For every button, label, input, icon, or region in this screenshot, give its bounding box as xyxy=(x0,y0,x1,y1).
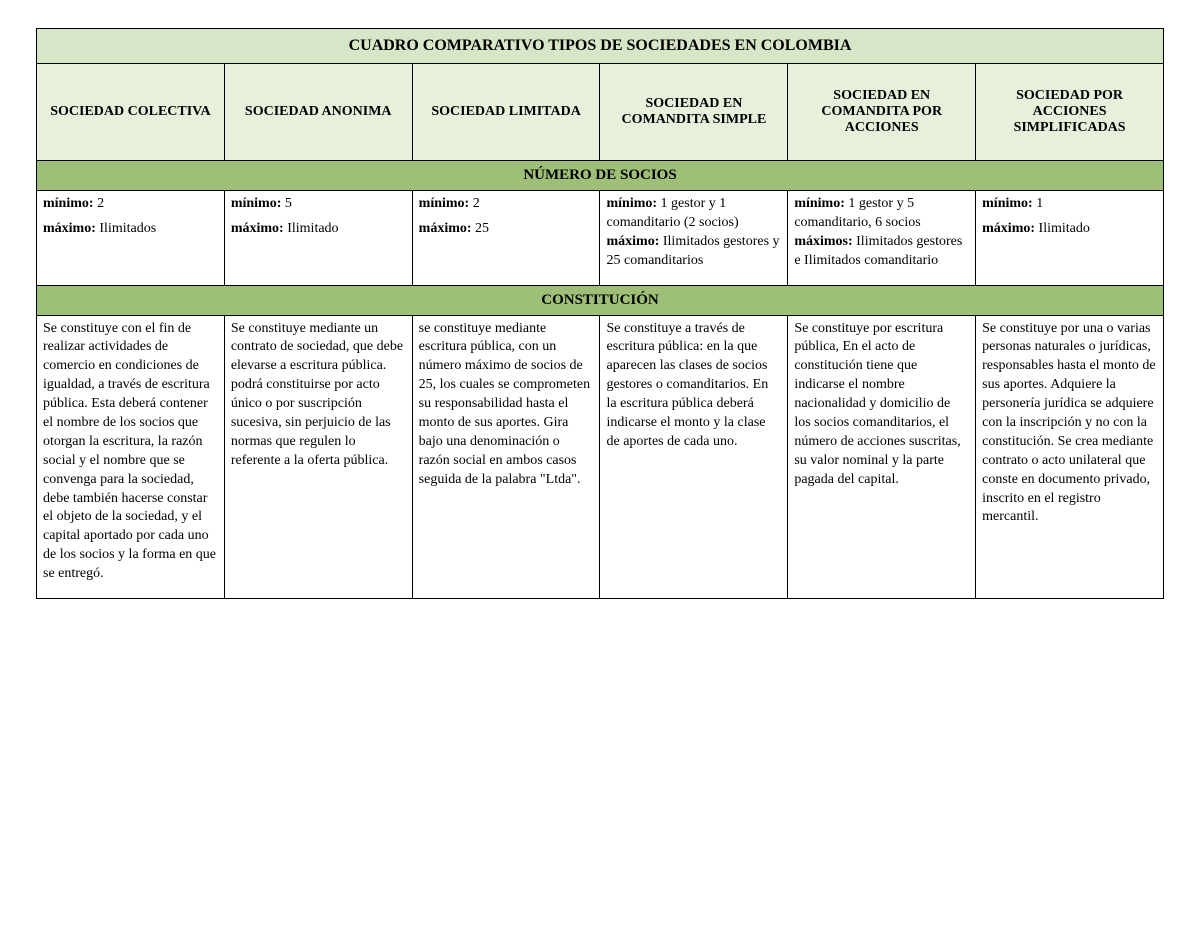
col-header: SOCIEDAD ANONIMA xyxy=(224,64,412,161)
col-header: SOCIEDAD COLECTIVA xyxy=(37,64,225,161)
socios-cell: mínimo: 1 máximo: Ilimitado xyxy=(976,191,1164,286)
socios-cell: mínimo: 1 gestor y 5 comanditario, 6 soc… xyxy=(788,191,976,286)
min-val: 2 xyxy=(473,196,480,211)
constitucion-cell: Se constituye mediante un contrato de so… xyxy=(224,315,412,598)
min-label: mínimo: xyxy=(606,196,657,211)
col-header: SOCIEDAD LIMITADA xyxy=(412,64,600,161)
column-header-row: SOCIEDAD COLECTIVA SOCIEDAD ANONIMA SOCI… xyxy=(37,64,1164,161)
section-socios-header: NÚMERO DE SOCIOS xyxy=(37,161,1164,191)
title-row: CUADRO COMPARATIVO TIPOS DE SOCIEDADES E… xyxy=(37,29,1164,64)
min-label: mínimo: xyxy=(231,196,282,211)
min-val: 1 xyxy=(1036,196,1043,211)
constitucion-row: Se constituye con el fin de realizar act… xyxy=(37,315,1164,598)
socios-cell: mínimo: 1 gestor y 1 comanditario (2 soc… xyxy=(600,191,788,286)
max-val: Ilimitado xyxy=(1039,221,1090,236)
section-constitucion-header: CONSTITUCIÓN xyxy=(37,285,1164,315)
constitucion-cell: Se constituye con el fin de realizar act… xyxy=(37,315,225,598)
constitucion-cell: Se constituye a través de escritura públ… xyxy=(600,315,788,598)
min-label: mínimo: xyxy=(982,196,1033,211)
max-val: Ilimitados xyxy=(99,221,156,236)
max-label: máximo: xyxy=(982,221,1035,236)
max-label: máximo: xyxy=(419,221,472,236)
max-label: máximo: xyxy=(606,234,659,249)
maxs-label: máximos: xyxy=(794,234,852,249)
comparison-table: CUADRO COMPARATIVO TIPOS DE SOCIEDADES E… xyxy=(36,28,1164,599)
col-header: SOCIEDAD EN COMANDITA POR ACCIONES xyxy=(788,64,976,161)
constitucion-cell: Se constituye por escritura pública, En … xyxy=(788,315,976,598)
section-heading: CONSTITUCIÓN xyxy=(37,285,1164,315)
min-val: 2 xyxy=(97,196,104,211)
min-label: mínimo: xyxy=(794,196,845,211)
section-heading: NÚMERO DE SOCIOS xyxy=(37,161,1164,191)
constitucion-cell: Se constituye por una o varias personas … xyxy=(976,315,1164,598)
min-label: mínimo: xyxy=(43,196,94,211)
socios-cell: mínimo: 2 máximo: Ilimitados xyxy=(37,191,225,286)
col-header: SOCIEDAD POR ACCIONES SIMPLIFICADAS xyxy=(976,64,1164,161)
col-header: SOCIEDAD EN COMANDITA SIMPLE xyxy=(600,64,788,161)
socios-cell: mínimo: 5 máximo: Ilimitado xyxy=(224,191,412,286)
max-val: Ilimitado xyxy=(287,221,338,236)
socios-row: mínimo: 2 máximo: Ilimitados mínimo: 5 m… xyxy=(37,191,1164,286)
socios-cell: mínimo: 2 máximo: 25 xyxy=(412,191,600,286)
table-title: CUADRO COMPARATIVO TIPOS DE SOCIEDADES E… xyxy=(37,29,1164,64)
min-label: mínimo: xyxy=(419,196,470,211)
max-val: 25 xyxy=(475,221,489,236)
max-label: máximo: xyxy=(43,221,96,236)
min-val: 5 xyxy=(285,196,292,211)
constitucion-cell: se constituye mediante escritura pública… xyxy=(412,315,600,598)
max-label: máximo: xyxy=(231,221,284,236)
